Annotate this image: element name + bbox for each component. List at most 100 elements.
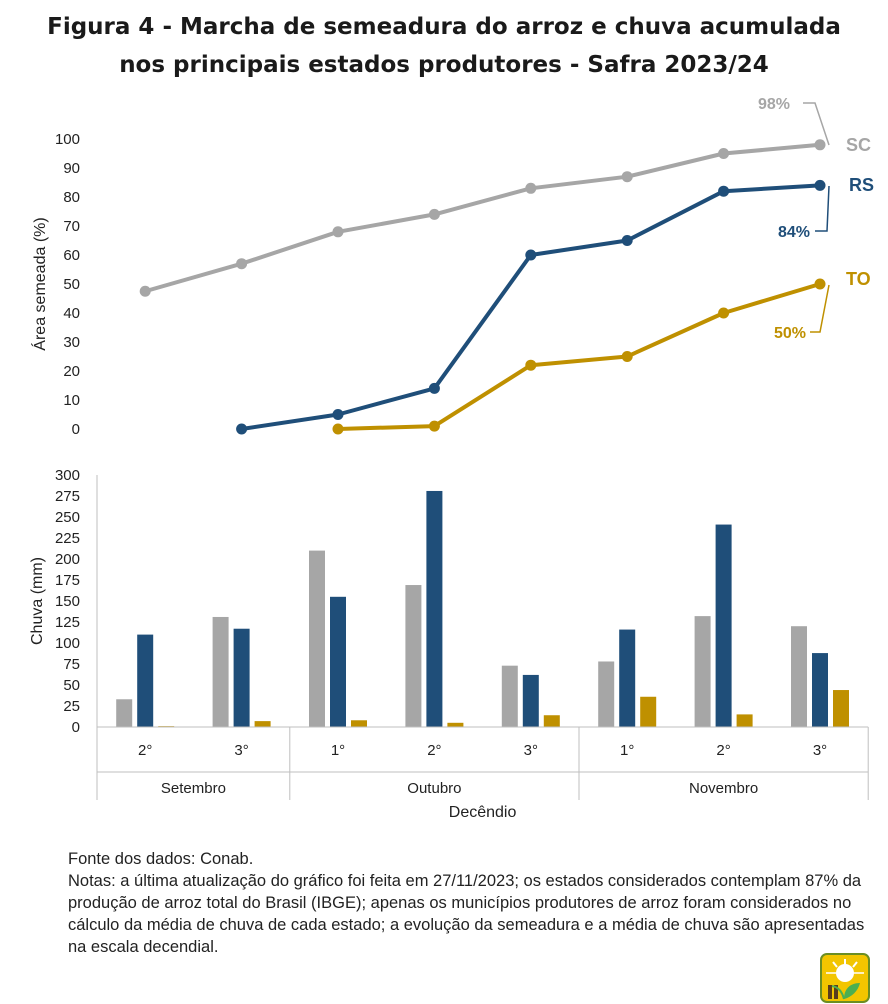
bar-rs <box>715 524 732 727</box>
source-note: Fonte dos dados: Conab. <box>68 850 254 868</box>
logo-icon <box>820 953 870 1003</box>
data-point-sc <box>332 226 344 238</box>
bar-rs <box>812 653 828 727</box>
bar-rs <box>330 596 346 727</box>
data-point-to <box>718 307 730 319</box>
bar-y-tick-label: 250 <box>55 509 80 526</box>
bar-y-tick-label: 300 <box>55 467 80 484</box>
bar-sc <box>694 616 711 727</box>
series-name-label-to: TO <box>846 269 871 289</box>
x-tick-label-decendio: 1° <box>331 742 345 759</box>
data-point-rs <box>525 249 537 261</box>
x-tick-label-decendio: 2° <box>427 742 441 759</box>
bar-y-tick-label: 225 <box>55 530 80 547</box>
x-tick-label-decendio: 2° <box>138 742 152 759</box>
bar-y-tick-label: 25 <box>63 698 80 715</box>
data-point-to <box>525 359 537 371</box>
data-point-to <box>332 423 344 435</box>
bar-y-tick-label: 150 <box>55 593 80 610</box>
bar-to <box>833 690 849 727</box>
rainfall-bar-chart: 0 25 50 75 100 125 150 175 200 225 250 275 300 Chuva … <box>29 467 869 821</box>
series-line-to <box>337 282 821 431</box>
line-y-tick-label: 80 <box>63 189 80 206</box>
series-line-sc <box>144 142 821 294</box>
data-point-to <box>814 278 826 290</box>
end-value-label-rs: 84% <box>778 224 810 241</box>
series-name-label-rs: RS <box>849 175 874 195</box>
line-y-tick-label: 10 <box>63 392 80 409</box>
notes-text: Notas: a última atualização do gráfico f… <box>68 872 865 956</box>
data-point-rs <box>236 423 248 435</box>
data-point-sc <box>718 148 730 159</box>
bar-sc <box>116 699 133 727</box>
data-point-rs <box>621 235 633 246</box>
bar-y-tick-label: 50 <box>63 677 80 694</box>
line-y-tick-label: 70 <box>63 218 80 235</box>
bar-to <box>351 720 367 727</box>
leader-line-sc <box>803 102 830 146</box>
sowing-line-chart: 0 10 20 30 40 50 60 70 80 90 100 Área semeada (%) 98… <box>30 96 874 438</box>
leader-line-rs <box>815 185 830 232</box>
chart-title: Figura 4 - Marcha de semeadura do arroz … <box>0 8 888 84</box>
x-tick-label-decendio: 1° <box>620 742 634 759</box>
x-tick-label-decendio: 2° <box>716 742 730 759</box>
line-y-tick-label: 90 <box>63 160 80 177</box>
data-point-sc <box>236 258 248 270</box>
data-point-sc <box>139 285 151 297</box>
leader-line-to <box>810 284 830 333</box>
bar-sc <box>212 616 229 727</box>
chart-title-line-1: Figura 4 - Marcha de semeadura do arroz … <box>47 14 841 40</box>
bar-y-tick-label: 175 <box>55 572 80 589</box>
data-point-rs <box>332 409 344 420</box>
series-name-label-sc: SC <box>846 135 871 155</box>
bar-y-tick-label: 75 <box>63 656 80 673</box>
line-y-tick-label: 50 <box>63 276 80 293</box>
bar-sc <box>791 626 807 727</box>
bar-y-tick-label: 200 <box>55 551 80 568</box>
end-value-label-sc: 98% <box>758 96 790 113</box>
notes-block: Fonte dos dados: Conab. Notas: a última … <box>68 848 868 958</box>
data-point-rs <box>814 179 826 191</box>
line-y-tick-label: 40 <box>63 305 80 322</box>
bar-sc <box>309 550 325 727</box>
x-tick-label-decendio: 3° <box>524 742 538 759</box>
data-point-sc <box>428 208 440 220</box>
line-y-tick-label: 100 <box>55 131 80 148</box>
month-label-outubro: Outubro <box>407 780 461 797</box>
bar-to <box>640 696 657 727</box>
bar-to <box>736 714 753 727</box>
bar-y-tick-label: 0 <box>72 719 80 736</box>
bar-to <box>254 721 271 727</box>
series-line-rs <box>241 183 821 431</box>
bar-sc <box>598 661 615 727</box>
data-point-sc <box>621 171 633 183</box>
bar-y-tick-label: 100 <box>55 635 80 652</box>
x-tick-label-decendio: 3° <box>813 742 827 759</box>
bar-rs <box>233 628 250 727</box>
line-y-tick-label: 0 <box>72 421 80 438</box>
line-y-axis-label: Área semeada (%) <box>30 217 49 350</box>
line-y-tick-label: 20 <box>63 363 80 380</box>
month-label-setembro: Setembro <box>161 780 226 797</box>
line-y-tick-label: 30 <box>63 334 80 351</box>
data-point-rs <box>428 382 440 394</box>
bar-to <box>543 715 560 727</box>
bar-rs <box>522 674 539 727</box>
bar-y-tick-label: 125 <box>55 614 80 631</box>
bar-rs <box>137 634 154 727</box>
data-point-sc <box>525 182 537 194</box>
end-value-label-to: 50% <box>774 325 806 342</box>
bar-rs <box>426 490 443 727</box>
data-point-rs <box>718 185 730 197</box>
month-label-novembro: Novembro <box>689 780 758 797</box>
bar-y-tick-label: 275 <box>55 488 80 505</box>
chart-title-line-2: nos principais estados produtores - Safr… <box>119 52 769 78</box>
bar-sc <box>405 585 422 727</box>
bar-sc <box>501 665 518 727</box>
data-point-to <box>621 351 633 362</box>
bar-y-axis-label: Chuva (mm) <box>29 557 46 645</box>
x-tick-label-decendio: 3° <box>234 742 248 759</box>
bar-to <box>447 722 464 727</box>
line-y-tick-label: 60 <box>63 247 80 264</box>
chart-canvas: 0 10 20 30 40 50 60 70 80 90 100 Área semeada (%) 98… <box>29 96 874 821</box>
